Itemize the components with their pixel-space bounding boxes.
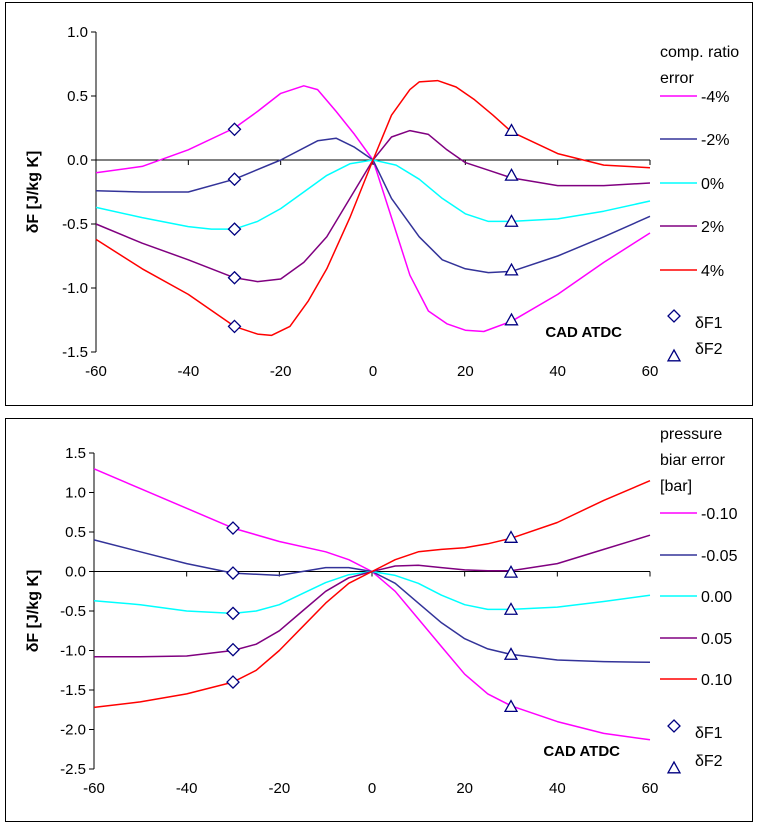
top-chart: 1.0 0.5 0.0 -0.5 -1.0 -1.5 -60 -40 -20 0 20 40 60 δF … — [25, 24, 739, 380]
series-group — [93, 468, 651, 741]
marker-dF2 — [503, 647, 519, 660]
y-tick-label: 1.5 — [65, 445, 86, 462]
series-line-3 — [94, 534, 651, 658]
bottom-chart-panel: 1.5 1.0 0.5 0.0 -0.5 -1.0 -1.5 -2.0 -2.5 -60 -40 -2… — [5, 418, 753, 822]
legend-label: -0.05 — [701, 548, 738, 565]
x-tick-label: 0 — [369, 363, 377, 380]
legend-title: [bar] — [660, 478, 692, 495]
legend-label-dF1: δF1 — [695, 725, 723, 742]
legend: comp. ratio error -4% -2% 0% 2% 4% δF1 δF2 — [660, 44, 739, 362]
marker-dF1 — [226, 521, 240, 535]
marker-dF1 — [226, 606, 240, 621]
y-axis-label: δF [J/kg K] — [25, 570, 42, 653]
legend-title: error — [660, 70, 694, 87]
x-tick-label: -60 — [85, 363, 107, 380]
y-tick-label: -1.0 — [60, 643, 86, 660]
legend-label: 0% — [701, 176, 724, 193]
axes: 1.5 1.0 0.5 0.0 -0.5 -1.0 -1.5 -2.0 -2.5 -60 -40 -2… — [60, 445, 658, 797]
series-line-4 — [95, 79, 651, 337]
series-line-0 — [95, 85, 651, 333]
legend: pressure biar error [bar] -0.10 -0.05 0.00 0.0… — [660, 426, 738, 774]
y-tick-label: 1.0 — [65, 485, 86, 502]
y-tick-label: 0.0 — [65, 564, 86, 581]
x-tick-label: -60 — [83, 780, 105, 797]
x-tick-label: 0 — [368, 780, 376, 797]
marker-dF1 — [227, 122, 242, 137]
marker-dF1 — [227, 319, 242, 334]
y-tick-label: -2.0 — [60, 722, 86, 739]
x-tick-label: 40 — [549, 363, 566, 380]
y-axis-label: δF [J/kg K] — [25, 151, 42, 234]
top-chart-panel: 1.0 0.5 0.0 -0.5 -1.0 -1.5 -60 -40 -20 0 20 40 60 δF … — [5, 2, 753, 406]
series-line-0 — [93, 468, 651, 741]
legend-label-dF2: δF2 — [695, 753, 723, 770]
marker-dF1 — [227, 222, 242, 237]
legend-title: pressure — [660, 426, 722, 443]
marker-dF1 — [226, 566, 240, 580]
marker-dF1 — [227, 270, 242, 285]
marker-dF2 — [503, 699, 519, 713]
legend-marker-dF2 — [666, 760, 682, 774]
marker-dF1 — [226, 675, 240, 690]
legend-label: 0.05 — [701, 631, 732, 648]
legend-label: 4% — [701, 263, 724, 280]
x-tick-label: 40 — [549, 780, 566, 797]
x-tick-label: 20 — [457, 363, 474, 380]
marker-dF2 — [503, 564, 519, 578]
x-tick-label: -40 — [177, 363, 199, 380]
x-tick-label: -20 — [268, 780, 290, 797]
marker-dF2 — [504, 312, 519, 326]
legend-marker-dF1 — [667, 719, 681, 733]
y-tick-label: 0.0 — [67, 152, 88, 169]
y-tick-label: -1.5 — [62, 344, 88, 361]
legend-label: 0.00 — [701, 589, 732, 606]
legend-label-dF1: δF1 — [695, 315, 723, 332]
y-tick-label: -0.5 — [60, 603, 86, 620]
markers-group — [227, 122, 519, 334]
legend-marker-dF2 — [666, 348, 682, 362]
series-line-2 — [95, 159, 651, 230]
marker-dF2 — [504, 123, 519, 137]
x-tick-label: -40 — [176, 780, 198, 797]
legend-label: -0.10 — [701, 506, 738, 523]
legend-label: 2% — [701, 219, 724, 236]
marker-dF1 — [227, 172, 242, 187]
legend-marker-dF1 — [667, 309, 681, 323]
legend-label: -4% — [701, 89, 729, 106]
legend-title: comp. ratio — [660, 44, 739, 61]
marker-dF2 — [504, 168, 519, 181]
cad-atdc-label: CAD ATDC — [543, 743, 620, 760]
y-tick-label: -0.5 — [62, 216, 88, 233]
series-line-2 — [93, 570, 651, 615]
series-line-1 — [95, 137, 651, 274]
y-tick-label: 1.0 — [67, 24, 88, 41]
x-tick-label: 20 — [456, 780, 473, 797]
marker-dF2 — [504, 262, 519, 276]
series-line-1 — [93, 539, 651, 664]
x-tick-label: -20 — [270, 363, 292, 380]
x-tick-label: 60 — [642, 363, 659, 380]
y-tick-label: -2.5 — [60, 761, 86, 778]
markers-group — [226, 521, 519, 713]
legend-label-dF2: δF2 — [695, 341, 723, 358]
marker-dF1 — [226, 642, 240, 657]
y-tick-label: 0.5 — [67, 88, 88, 105]
series-line-4 — [93, 480, 651, 709]
bottom-chart: 1.5 1.0 0.5 0.0 -0.5 -1.0 -1.5 -2.0 -2.5 -60 -40 -2… — [25, 426, 738, 797]
marker-dF2 — [503, 602, 519, 615]
legend-label: -2% — [701, 132, 729, 149]
y-tick-label: 0.5 — [65, 524, 86, 541]
marker-dF2 — [504, 214, 519, 227]
marker-dF2 — [503, 530, 519, 543]
series-group — [95, 79, 651, 337]
legend-title: biar error — [660, 452, 726, 469]
y-tick-label: -1.5 — [60, 682, 86, 699]
axes: 1.0 0.5 0.0 -0.5 -1.0 -1.5 -60 -40 -20 0 20 40 60 — [62, 24, 658, 380]
cad-atdc-label: CAD ATDC — [545, 324, 622, 341]
y-tick-label: -1.0 — [62, 280, 88, 297]
x-tick-label: 60 — [642, 780, 659, 797]
legend-label: 0.10 — [701, 672, 732, 689]
